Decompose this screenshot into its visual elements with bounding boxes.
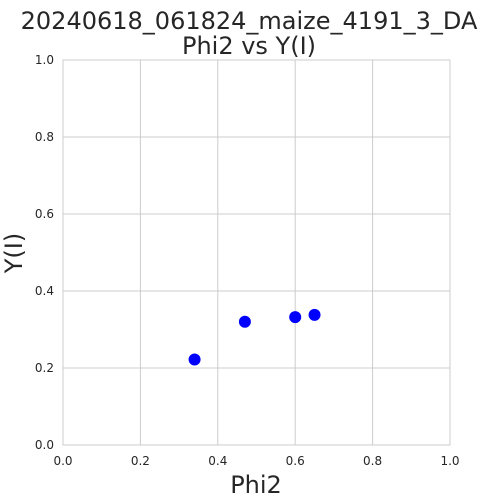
grid-lines (62, 59, 451, 446)
y-tick-label: 0.8 (35, 130, 54, 144)
chart-title: 20240618_061824_maize_4191_3_DA (21, 7, 478, 35)
plot-area (62, 59, 451, 446)
x-tick-label: 0.2 (131, 454, 150, 468)
y-axis-label: Y(I) (0, 233, 28, 274)
x-tick-label: 0.0 (53, 454, 72, 468)
y-tick-label: 0.4 (35, 284, 54, 298)
x-tick-label: 0.6 (286, 454, 305, 468)
x-axis-label: Phi2 (230, 471, 282, 499)
data-point (238, 315, 251, 328)
y-tick-label: 1.0 (35, 53, 54, 67)
data-point (308, 308, 321, 321)
x-tick-label: 0.4 (208, 454, 227, 468)
data-point (188, 353, 201, 366)
x-axis-ticks: 0.0 0.2 0.4 0.6 0.8 1.0 (53, 454, 459, 468)
chart-subtitle: Phi2 vs Y(I) (182, 32, 316, 60)
x-tick-label: 0.8 (363, 454, 382, 468)
data-point (289, 311, 302, 324)
y-tick-label: 0.0 (35, 438, 54, 452)
y-tick-label: 0.2 (35, 361, 54, 375)
y-tick-label: 0.6 (35, 207, 54, 221)
data-points (188, 308, 321, 366)
y-axis-ticks: 0.0 0.2 0.4 0.6 0.8 1.0 (35, 53, 54, 452)
x-tick-label: 1.0 (440, 454, 459, 468)
